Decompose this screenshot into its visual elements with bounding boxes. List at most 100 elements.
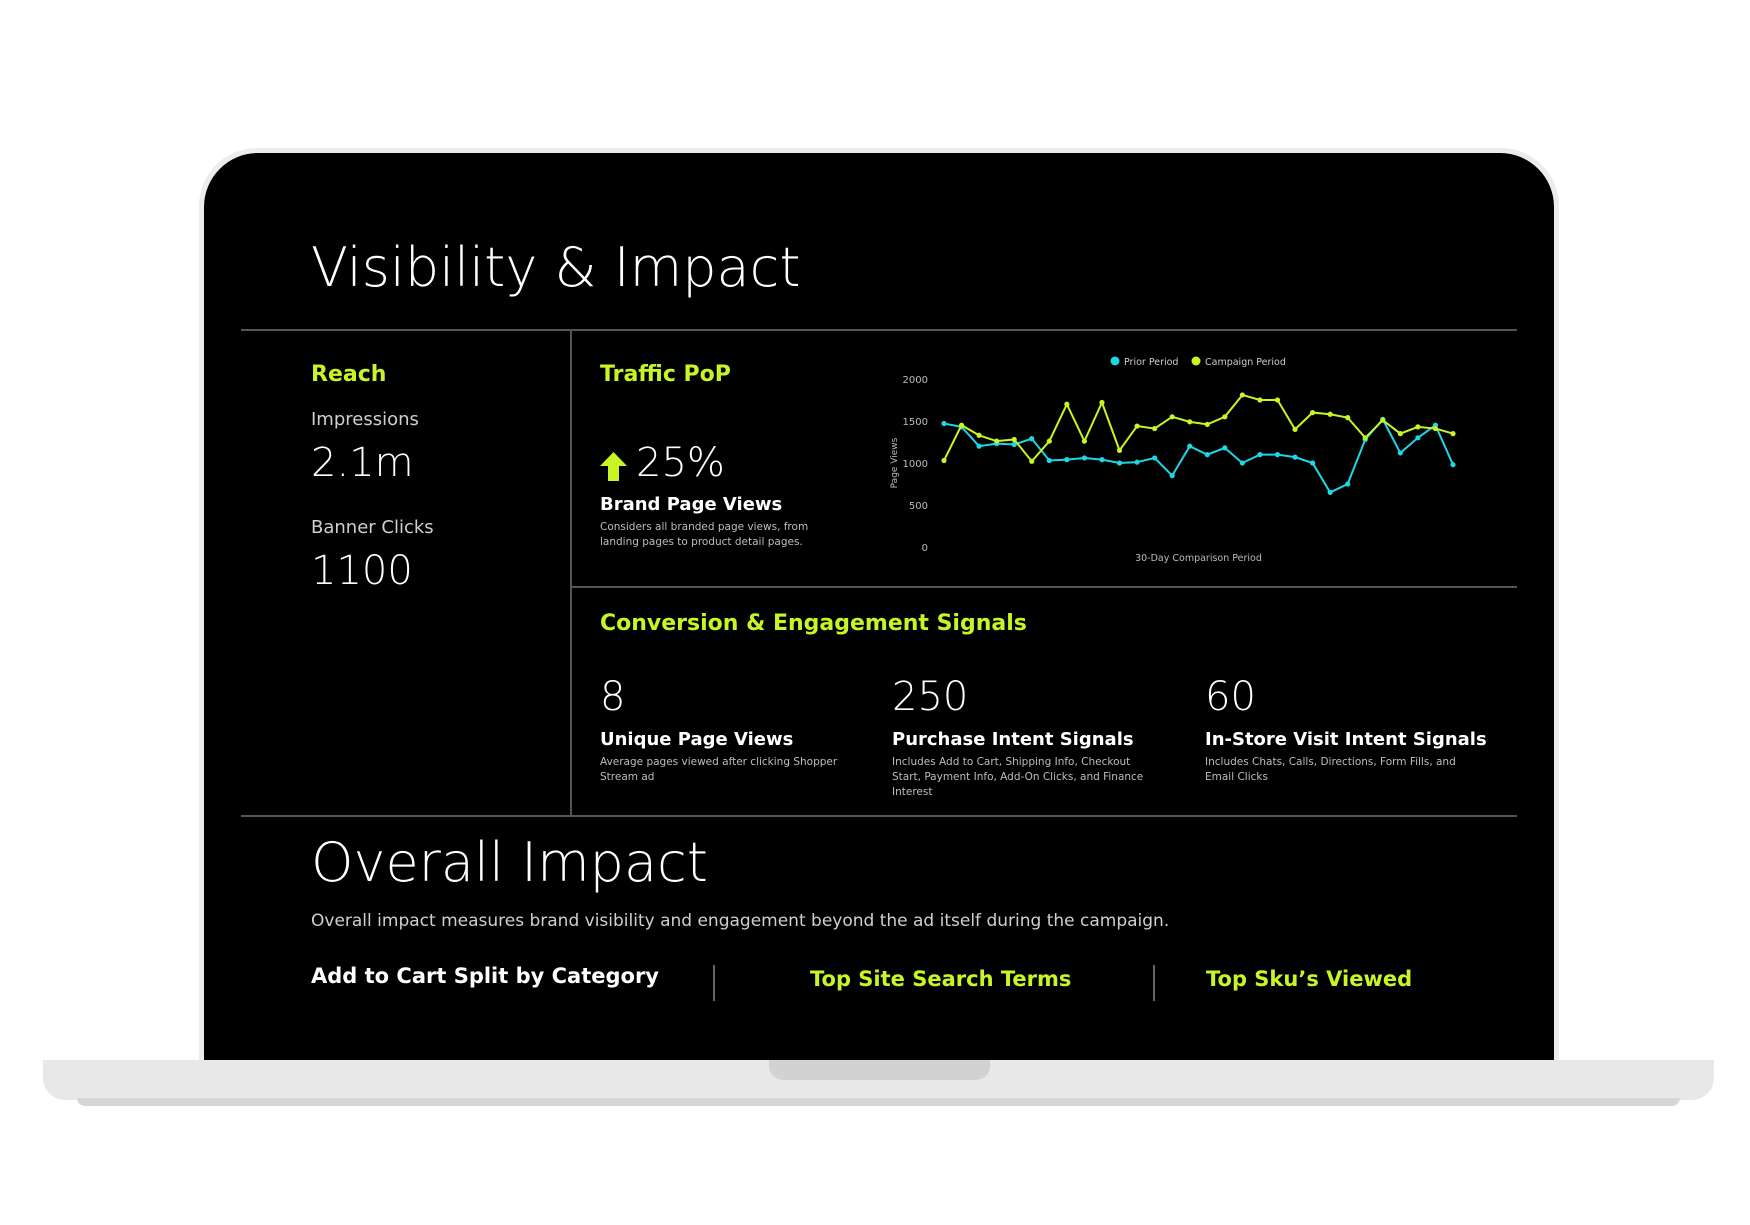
data-point (1064, 401, 1070, 407)
data-point (1415, 435, 1421, 441)
metric-value: 2.1m (311, 440, 414, 486)
data-point (1187, 443, 1193, 449)
change-value: 25% (636, 440, 725, 486)
data-point (1011, 436, 1017, 443)
section-heading: Reach (311, 362, 387, 387)
data-point (1099, 457, 1105, 463)
tab[interactable]: Top Sku’s Viewed (1206, 967, 1413, 991)
data-point (1029, 436, 1035, 442)
data-point (1292, 426, 1298, 432)
metric-value: 8 (600, 674, 626, 720)
data-point (1046, 457, 1052, 464)
data-point (1116, 460, 1123, 466)
data-point (1345, 481, 1351, 487)
data-point (1309, 460, 1316, 466)
y-tick-label: 1000 (903, 459, 928, 470)
data-point (1099, 399, 1105, 406)
screen (204, 153, 1554, 1063)
data-point (1064, 457, 1070, 463)
metric-note: Includes Add to Cart, Shipping Info, Che… (892, 756, 1144, 798)
data-point (941, 420, 947, 427)
metric-label: Impressions (311, 409, 419, 430)
data-point (1081, 455, 1088, 461)
data-point (1450, 431, 1456, 437)
y-tick-label: 500 (909, 501, 928, 512)
data-point (1309, 410, 1316, 416)
divider (241, 329, 1517, 331)
data-point (1432, 425, 1439, 432)
data-point (1415, 424, 1421, 430)
data-point (976, 432, 982, 438)
laptop-base-shadow (77, 1098, 1680, 1106)
metric-note: Average pages viewed after clicking Shop… (600, 756, 838, 783)
tab[interactable]: Top Site Search Terms (810, 967, 1072, 991)
metric-value: 250 (892, 674, 969, 720)
data-point (1222, 445, 1228, 451)
divider (713, 965, 715, 1001)
section-title: Overall Impact (311, 831, 708, 894)
metric-label: Unique Page Views (600, 729, 794, 750)
data-point (1327, 411, 1333, 417)
data-point (1450, 462, 1456, 468)
data-point (1345, 415, 1351, 421)
data-point (976, 443, 982, 449)
tab[interactable]: Add to Cart Split by Category (311, 964, 659, 988)
laptop-notch (769, 1060, 990, 1080)
data-point (1274, 452, 1281, 458)
divider (570, 329, 572, 816)
legend-swatch (1191, 356, 1201, 366)
data-point (1134, 459, 1140, 465)
data-point (1081, 438, 1088, 444)
divider (1153, 965, 1155, 1001)
series-line (943, 417, 1454, 494)
metric-note: Considers all branded page views, from l… (600, 521, 809, 548)
data-point (1116, 447, 1123, 453)
data-point (1134, 423, 1140, 429)
y-tick-label: 0 (922, 543, 928, 554)
data-point (1239, 460, 1245, 466)
section-description: Overall impact measures brand visibility… (311, 911, 1170, 931)
page-title: Visibility & Impact (311, 236, 801, 299)
metric-note: Includes Chats, Calls, Directions, Form … (1205, 756, 1456, 783)
section-heading: Traffic PoP (600, 362, 731, 387)
up-arrow (600, 452, 627, 481)
x-axis-label: 30-Day Comparison Period (1135, 553, 1262, 564)
legend-label: Campaign Period (1205, 357, 1286, 368)
data-point (1152, 455, 1158, 461)
data-point (1327, 489, 1333, 495)
data-point (1204, 452, 1210, 458)
divider (241, 815, 1517, 817)
metric-label: Brand Page Views (600, 494, 783, 515)
data-point (1029, 458, 1035, 464)
data-point (1239, 392, 1245, 398)
metric-value: 60 (1205, 674, 1256, 720)
data-point (994, 438, 1000, 444)
data-point (1187, 419, 1193, 425)
metric-label: In-Store Visit Intent Signals (1205, 729, 1487, 750)
data-point (1362, 435, 1368, 441)
data-point (1011, 441, 1017, 448)
data-point (1046, 438, 1052, 444)
y-tick-label: 2000 (903, 375, 928, 386)
data-point (941, 457, 947, 464)
data-point (1257, 452, 1263, 458)
section-heading: Conversion & Engagement Signals (600, 611, 1027, 636)
data-point (1222, 414, 1228, 420)
data-point (1397, 450, 1403, 456)
legend-label: Prior Period (1124, 357, 1178, 368)
data-point (1169, 414, 1175, 420)
y-tick-label: 1500 (903, 417, 928, 428)
data-point (1274, 397, 1281, 403)
data-point (1257, 397, 1263, 403)
divider (571, 586, 1517, 588)
data-point (1380, 417, 1386, 423)
data-point (1292, 454, 1298, 460)
y-axis-label: Page Views (890, 437, 900, 488)
metric-label: Purchase Intent Signals (892, 729, 1134, 750)
series-line (943, 393, 1454, 463)
legend-swatch (1110, 356, 1120, 366)
metric-value: 1100 (311, 548, 413, 594)
data-point (1169, 473, 1175, 479)
metric-label: Banner Clicks (311, 517, 434, 538)
